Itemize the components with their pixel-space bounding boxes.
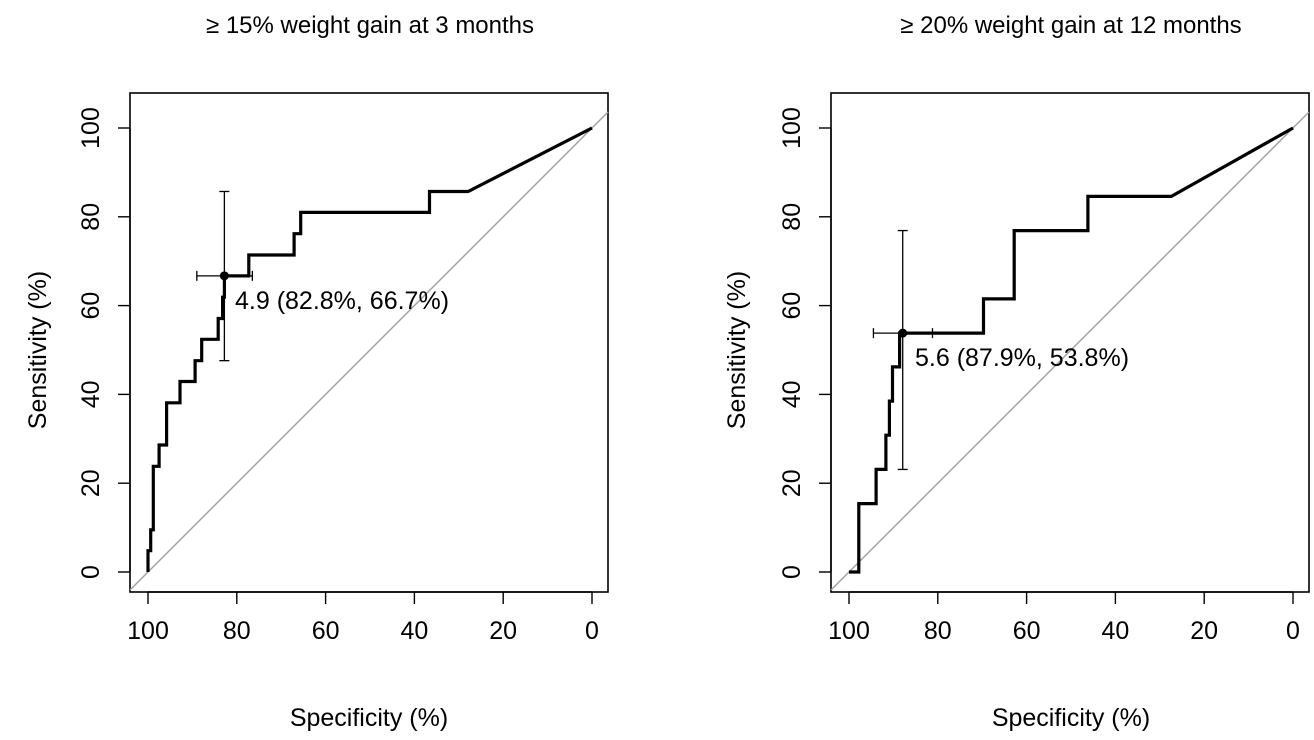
y-tick-label: 0 <box>77 565 105 579</box>
optimal-point-marker <box>219 271 229 281</box>
chart-title: ≥ 20% weight gain at 12 months <box>900 12 1241 39</box>
reference-diagonal <box>830 111 1310 591</box>
x-tick-label: 20 <box>489 617 517 645</box>
y-tick-label: 80 <box>77 203 105 231</box>
x-tick-label: 100 <box>127 617 169 645</box>
optimal-point <box>898 328 908 338</box>
optimal-point <box>219 271 229 281</box>
y-tick-label: 100 <box>77 107 105 149</box>
x-tick-label: 0 <box>1286 617 1300 645</box>
x-axis-label: Specificity (%) <box>290 704 448 732</box>
x-tick-label: 0 <box>585 617 599 645</box>
y-tick-label: 20 <box>77 469 105 497</box>
x-axis: 100 80 60 40 20 0 <box>828 591 1300 645</box>
roc-line <box>146 126 593 572</box>
y-axis: 0 20 40 60 80 100 <box>77 107 131 579</box>
x-tick-label: 60 <box>312 617 340 645</box>
reference-line <box>830 111 1310 591</box>
roc-line <box>849 126 1294 574</box>
roc-curve <box>849 126 1294 574</box>
chart-title: ≥ 15% weight gain at 3 months <box>206 12 534 39</box>
y-tick-label: 60 <box>77 292 105 320</box>
y-tick-label: 40 <box>778 380 806 408</box>
x-axis-label: Specificity (%) <box>992 704 1150 732</box>
y-axis-label: Sensitivity (%) <box>723 271 751 429</box>
threshold-annotation: 4.9 (82.8%, 66.7%) <box>235 287 449 315</box>
roc-panel-12-months: ≥ 20% weight gain at 12 months Sensitivi… <box>723 12 1310 732</box>
y-tick-label: 40 <box>77 380 105 408</box>
threshold-annotation: 5.6 (87.9%, 53.8%) <box>915 344 1129 372</box>
roc-panel-3-months: ≥ 15% weight gain at 3 months Sensitivit… <box>24 12 609 732</box>
y-tick-label: 80 <box>778 203 806 231</box>
y-tick-label: 100 <box>778 107 806 149</box>
y-tick-label: 0 <box>778 565 806 579</box>
reference-diagonal <box>129 111 609 591</box>
y-axis-label: Sensitivity (%) <box>24 271 52 429</box>
x-tick-label: 20 <box>1190 617 1218 645</box>
reference-line <box>129 111 609 591</box>
x-tick-label: 80 <box>924 617 952 645</box>
y-tick-label: 60 <box>778 292 806 320</box>
x-tick-label: 60 <box>1013 617 1041 645</box>
x-tick-label: 40 <box>1101 617 1129 645</box>
y-tick-label: 20 <box>778 469 806 497</box>
optimal-point-marker <box>898 328 908 338</box>
x-axis: 100 80 60 40 20 0 <box>127 591 599 645</box>
x-tick-label: 80 <box>223 617 251 645</box>
roc-curve <box>146 126 593 572</box>
x-tick-label: 40 <box>400 617 428 645</box>
x-tick-label: 100 <box>828 617 870 645</box>
y-axis: 0 20 40 60 80 100 <box>778 107 832 579</box>
